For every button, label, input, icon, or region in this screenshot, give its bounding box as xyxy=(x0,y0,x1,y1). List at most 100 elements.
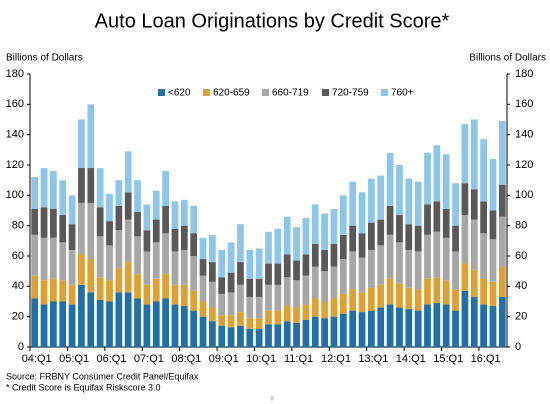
bar-segment xyxy=(209,307,216,322)
bar-segment xyxy=(255,318,263,329)
bar-segment xyxy=(368,310,375,347)
bar-segment xyxy=(274,324,282,347)
bar-segment xyxy=(68,249,76,285)
bar-segment xyxy=(152,301,160,347)
bar-segment xyxy=(461,290,469,347)
bar-segment xyxy=(489,210,497,240)
bar-segment xyxy=(134,274,141,299)
bar-segment xyxy=(452,183,459,226)
bar-segment xyxy=(218,325,226,347)
bar-segment xyxy=(414,289,422,311)
bar-segment xyxy=(50,237,57,279)
y-tick-label: 20 xyxy=(12,311,24,323)
bar-segment xyxy=(190,205,198,234)
bar-segment xyxy=(452,225,459,252)
bar-segment xyxy=(171,251,179,285)
bar-segment xyxy=(31,177,39,209)
bar-segment xyxy=(106,280,113,302)
bar-segment xyxy=(433,303,441,347)
y2-tick-label: 0 xyxy=(515,341,521,353)
bar-segment xyxy=(349,181,357,226)
bar-segment xyxy=(358,257,366,293)
bar-segment xyxy=(442,208,450,238)
bar-segment xyxy=(302,254,310,276)
bar-segment xyxy=(377,307,385,347)
x-tick-label: 07:Q1 xyxy=(134,353,164,365)
bar-segment xyxy=(237,262,244,285)
y2-tick-label: 80 xyxy=(515,220,527,232)
bar-segment xyxy=(498,296,506,347)
bar-segment xyxy=(59,180,67,216)
bar-segment xyxy=(349,310,357,347)
bar-segment xyxy=(246,278,254,297)
bar-segment xyxy=(115,180,123,206)
y2-tick-label: 20 xyxy=(515,311,527,323)
bar-segment xyxy=(461,183,469,216)
bar-segment xyxy=(283,254,291,278)
bar-segment xyxy=(31,208,39,235)
bar-segment xyxy=(227,315,235,328)
bar-segment xyxy=(293,260,300,281)
y2-tick-label: 140 xyxy=(515,129,533,141)
legend-label: <620 xyxy=(168,88,191,99)
bar-segment xyxy=(59,242,67,281)
bar-segment xyxy=(377,219,385,246)
y-tick-label: 0 xyxy=(18,341,24,353)
bar-segment xyxy=(171,201,179,229)
bar-segment xyxy=(452,310,459,347)
bar-segment xyxy=(339,293,347,314)
bar-segment xyxy=(255,328,263,347)
y2-tick-label: 120 xyxy=(515,159,533,171)
bar-segment xyxy=(339,313,347,347)
bar-segment xyxy=(199,275,207,302)
x-tick-label: 13:Q1 xyxy=(358,353,388,365)
bar-segment xyxy=(40,280,48,305)
bar-segment xyxy=(87,168,95,203)
bar-segment xyxy=(124,219,132,263)
bar-segment xyxy=(414,181,422,226)
bar-segment xyxy=(40,168,48,208)
x-tick-label: 05:Q1 xyxy=(59,353,89,365)
bar-segment xyxy=(480,233,487,279)
bar-segment xyxy=(227,327,235,347)
bar-segment xyxy=(162,205,169,234)
y-tick-label: 140 xyxy=(6,129,24,141)
bar-segment xyxy=(414,251,422,290)
bar-segment xyxy=(68,224,76,250)
bar-segment xyxy=(124,292,132,347)
bar-segment xyxy=(405,178,413,225)
bar-segment xyxy=(50,301,57,347)
bar-segment xyxy=(143,204,151,231)
bar-segment xyxy=(209,281,216,308)
bar-segment xyxy=(330,298,338,317)
bar-segment xyxy=(180,284,188,307)
bar-segment xyxy=(78,168,85,203)
legend-label: 660-719 xyxy=(272,88,309,99)
bar-segment xyxy=(283,277,291,307)
bar-segment xyxy=(302,304,310,320)
bar-segment xyxy=(152,278,160,302)
bar-segment xyxy=(96,299,104,347)
bar-segment xyxy=(452,289,459,311)
bar-segment xyxy=(199,237,207,260)
y-tick-label: 160 xyxy=(6,98,24,110)
bar-segment xyxy=(368,287,375,311)
y-tick-label: 100 xyxy=(6,189,24,201)
bar-segment xyxy=(396,283,403,308)
bar-segment xyxy=(433,277,441,304)
bar-segment xyxy=(227,242,235,273)
bar-segment xyxy=(283,321,291,347)
bar-segment xyxy=(265,310,272,325)
bar-segment xyxy=(106,221,113,246)
legend-label: 720-759 xyxy=(332,88,369,99)
bar-segment xyxy=(330,316,338,347)
bar-segment xyxy=(171,304,179,347)
bar-segment xyxy=(87,292,95,347)
bar-segment xyxy=(498,121,506,185)
x-tick-label: 08:Q1 xyxy=(171,353,201,365)
bar-segment xyxy=(377,245,385,285)
bar-segment xyxy=(358,233,366,258)
bar-segment xyxy=(480,139,487,202)
legend-swatch xyxy=(322,89,329,96)
